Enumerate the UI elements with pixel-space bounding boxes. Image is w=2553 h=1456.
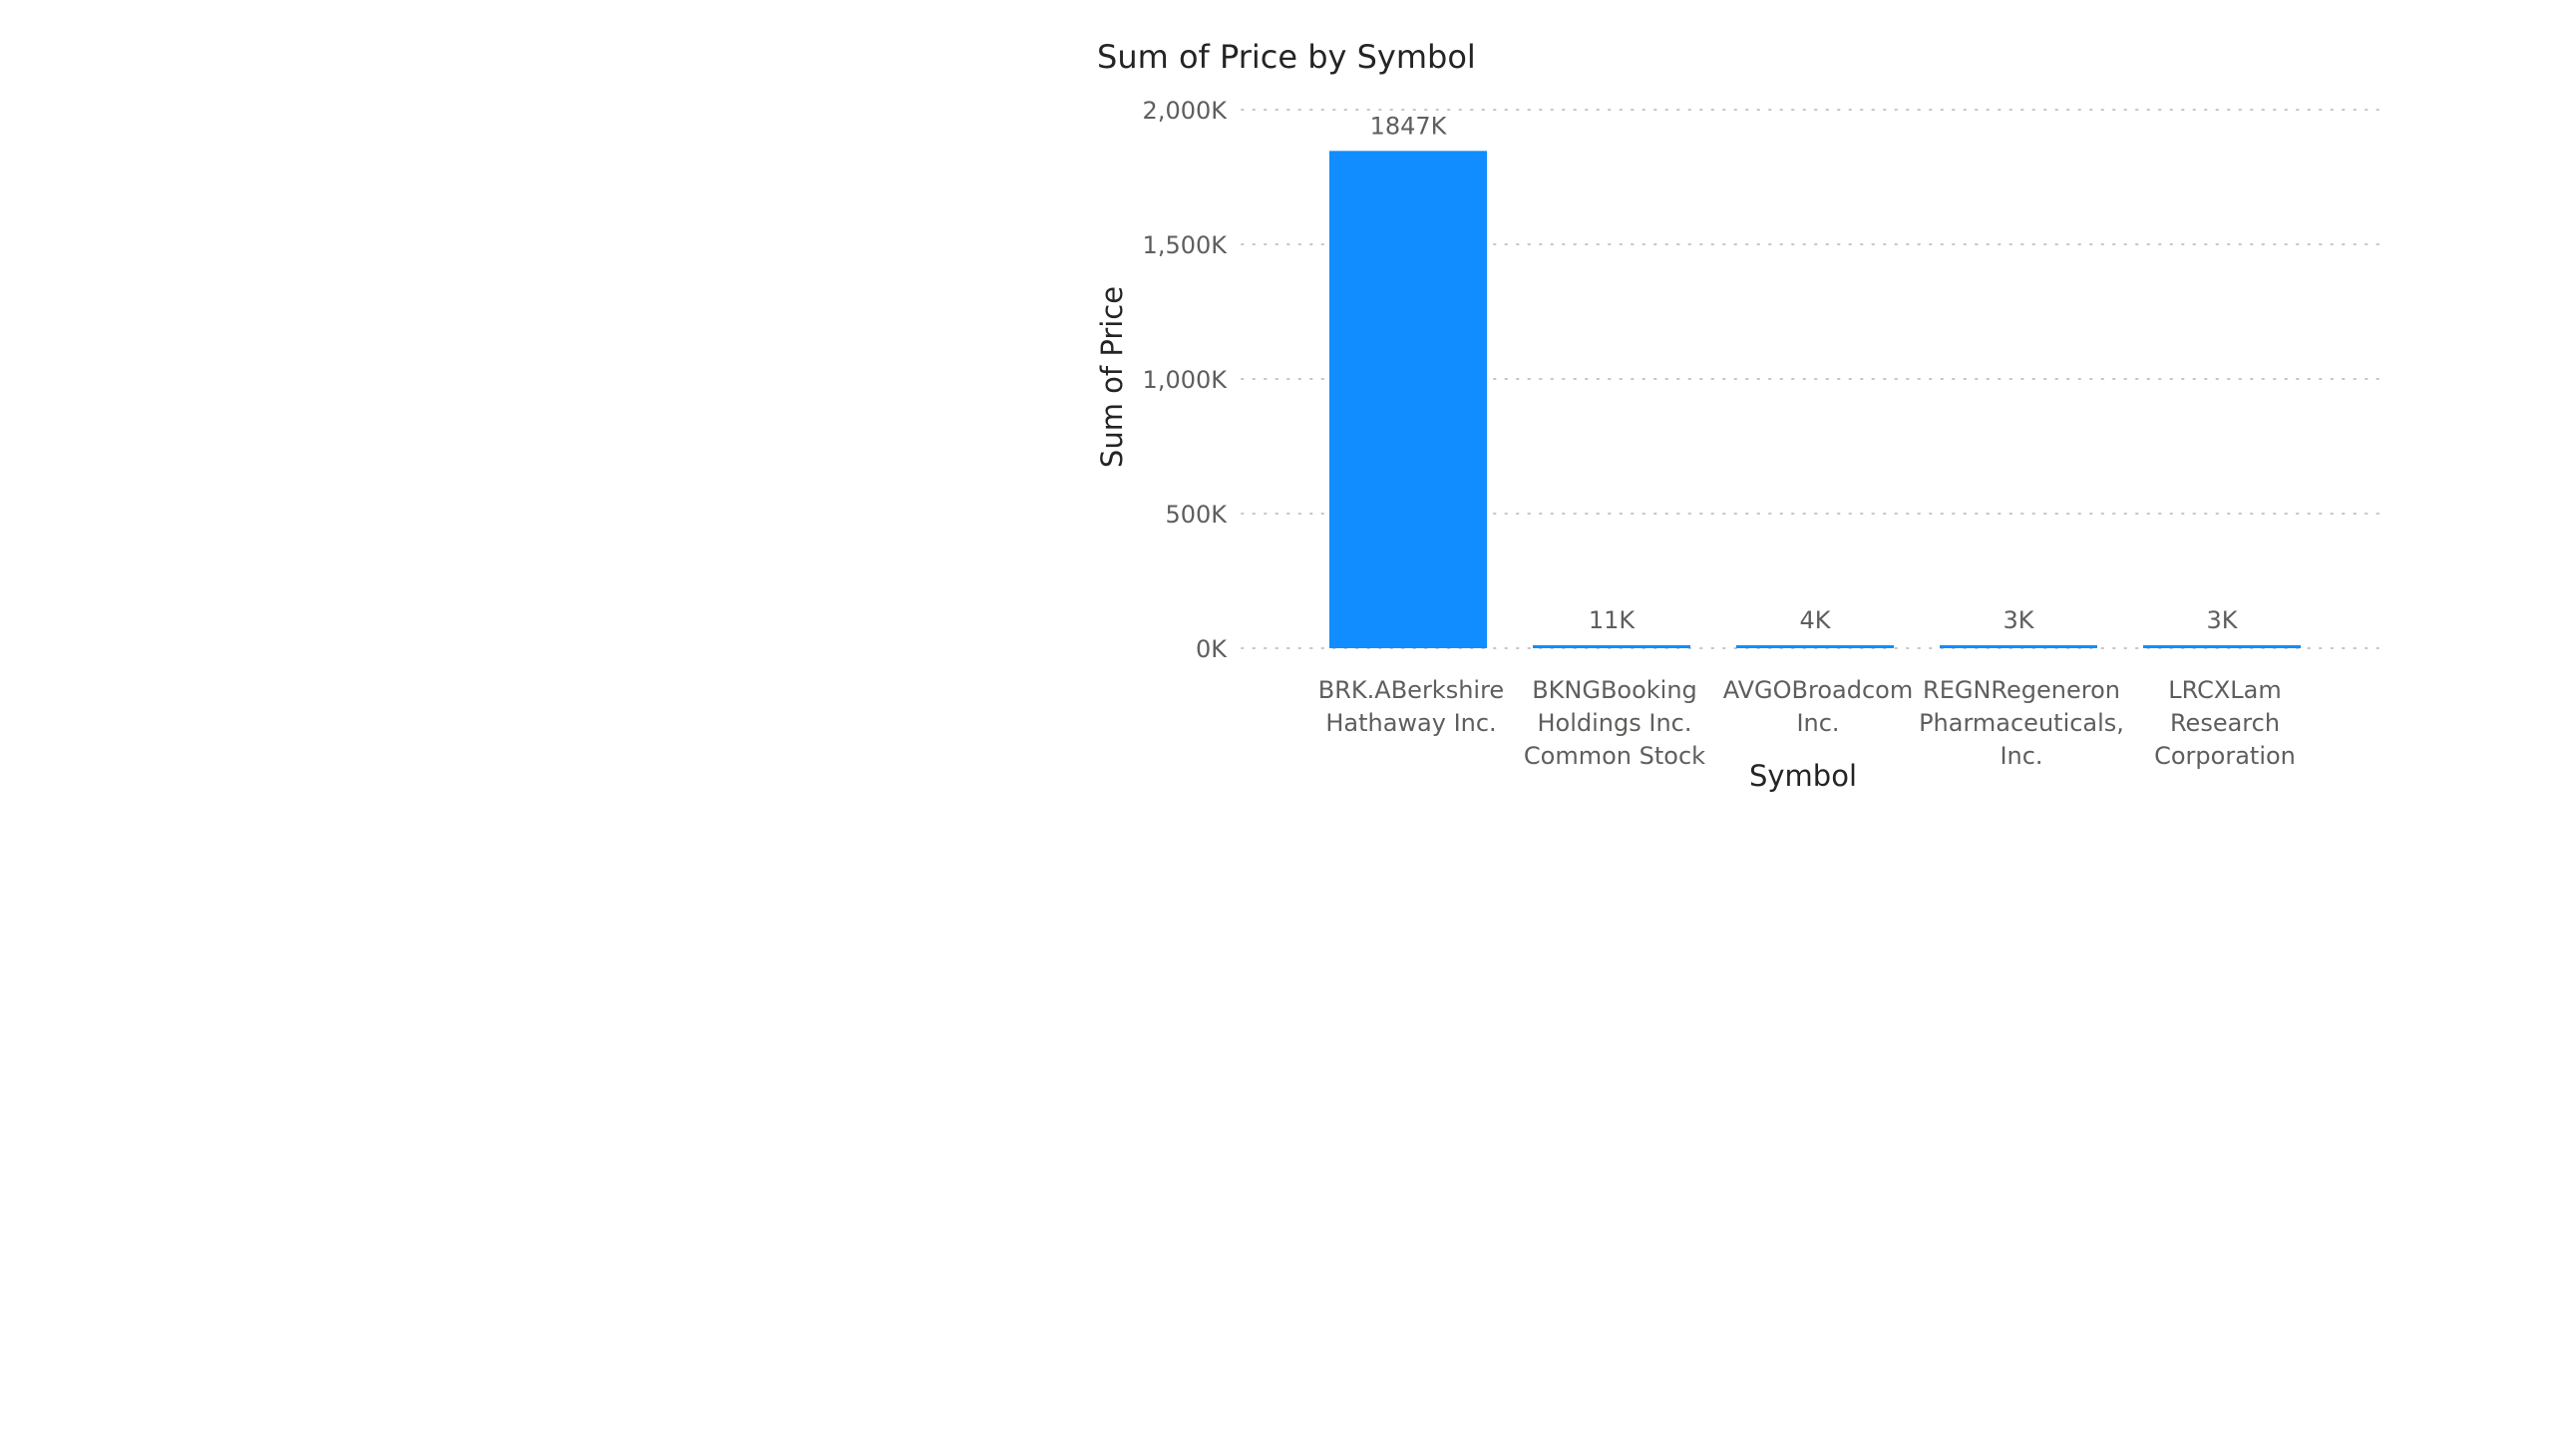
y-axis-title: Sum of Price: [1095, 286, 1129, 468]
x-tick-label-line: Corporation: [2154, 742, 2296, 770]
x-tick-label-line: BRK.ABerkshire: [1318, 676, 1504, 704]
data-labels: 1847K 11K 4K 3K 3K: [1370, 112, 2239, 634]
x-tick-label: REGNRegeneron Pharmaceuticals, Inc.: [1919, 676, 2124, 770]
data-label: 1847K: [1370, 112, 1448, 140]
y-tick-label: 500K: [1165, 501, 1228, 529]
x-tick-label-line: REGNRegeneron: [1923, 676, 2120, 704]
chart-title: Sum of Price by Symbol: [1097, 38, 1476, 76]
x-axis-tick-labels: BRK.ABerkshire Hathaway Inc. BKNGBooking Ho…: [1318, 676, 2296, 770]
y-tick-label: 1,000K: [1143, 366, 1229, 394]
x-tick-label: LRCXLam Research Corporation: [2154, 676, 2296, 770]
y-tick-label: 0K: [1196, 635, 1228, 663]
bars: [1329, 151, 2301, 648]
data-label: 11K: [1589, 606, 1637, 634]
x-tick-label-line: Inc.: [1796, 709, 1839, 737]
bar[interactable]: [1940, 645, 2097, 648]
bar[interactable]: [1736, 645, 1894, 648]
bar[interactable]: [1533, 645, 1690, 648]
x-tick-label-line: Pharmaceuticals,: [1919, 709, 2124, 737]
x-tick-label-line: Inc.: [2000, 742, 2042, 770]
x-tick-label: BRK.ABerkshire Hathaway Inc.: [1318, 676, 1504, 737]
y-axis-tick-labels: 0K 500K 1,000K 1,500K 2,000K: [1143, 97, 1229, 663]
x-tick-label: BKNGBooking Holdings Inc. Common Stock: [1524, 676, 1705, 770]
bar[interactable]: [1329, 151, 1487, 648]
x-tick-label-line: Common Stock: [1524, 742, 1705, 770]
x-tick-label-line: LRCXLam: [2168, 676, 2282, 704]
x-tick-label-line: AVGOBroadcom: [1723, 676, 1913, 704]
data-label: 3K: [2206, 606, 2238, 634]
x-tick-label-line: Holdings Inc.: [1538, 709, 1692, 737]
data-label: 4K: [1799, 606, 1831, 634]
x-tick-label-line: Research: [2170, 709, 2280, 737]
data-label: 3K: [2003, 606, 2034, 634]
x-axis-title: Symbol: [1749, 759, 1857, 793]
y-tick-label: 2,000K: [1143, 97, 1229, 125]
x-tick-label-line: BKNGBooking: [1532, 676, 1697, 704]
x-tick-label-line: Hathaway Inc.: [1325, 709, 1496, 737]
y-tick-label: 1,500K: [1143, 231, 1229, 259]
bar[interactable]: [2143, 645, 2301, 648]
x-tick-label: AVGOBroadcom Inc.: [1723, 676, 1913, 737]
